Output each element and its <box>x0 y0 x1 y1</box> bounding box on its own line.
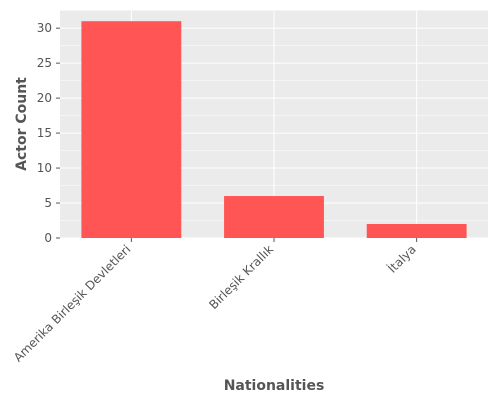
x-tick-label: İtalya <box>385 242 419 276</box>
x-tick-label: Amerika Birleşik Devletleri <box>11 242 133 364</box>
y-tick-label: 15 <box>37 126 52 140</box>
x-axis-title: Nationalities <box>224 378 325 394</box>
x-tick-label: Birleşik Krallık <box>206 242 276 312</box>
bar <box>366 224 467 238</box>
bars <box>81 21 467 238</box>
y-tick-label: 25 <box>37 56 52 70</box>
y-tick-label: 5 <box>44 196 52 210</box>
bar <box>81 21 182 238</box>
y-tick-label: 0 <box>44 231 52 245</box>
y-axis-ticks: 0 5 10 15 20 25 30 <box>37 21 60 245</box>
x-axis-ticks: Amerika Birleşik Devletleri Birleşik Kral… <box>11 238 419 365</box>
y-axis-title: Actor Count <box>14 77 30 171</box>
bar <box>224 196 324 238</box>
y-tick-label: 30 <box>37 21 52 35</box>
y-tick-label: 10 <box>37 161 52 175</box>
y-tick-label: 20 <box>37 91 52 105</box>
